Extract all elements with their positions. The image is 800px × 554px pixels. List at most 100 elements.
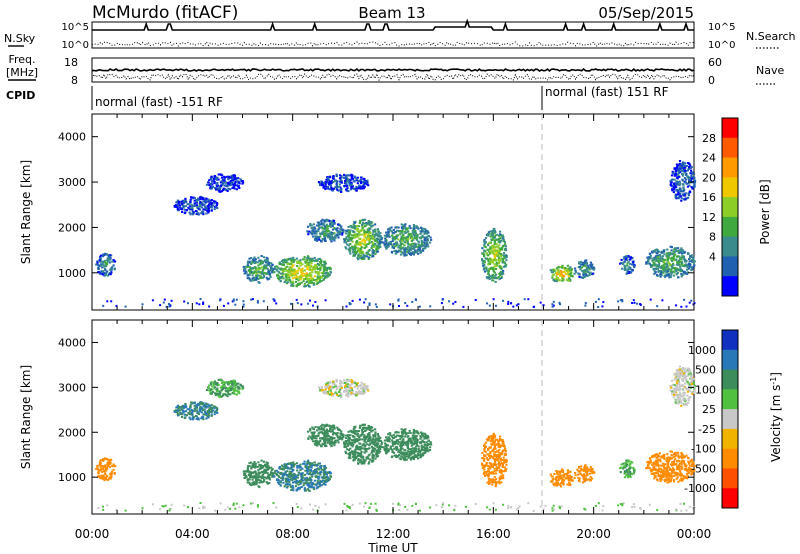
echo-cell [220,184,223,187]
echo-cell [404,247,407,249]
echo-cell [331,231,334,234]
echo-cell [293,276,296,279]
echo-cell [325,234,328,237]
echo-cell [311,277,314,280]
echo-cell [322,224,325,227]
echo-cell [346,184,349,187]
echo-cell [231,391,234,394]
echo-cell [355,384,358,387]
echo-cell [555,280,558,283]
echo-cell [108,459,111,462]
echo-cell [325,186,328,189]
echo-cell [397,238,400,241]
echo-cell [288,472,291,475]
echo-cell [658,270,661,272]
echo-cell [322,438,326,441]
echo-cell [487,271,490,274]
echo-cell [675,255,679,258]
echo-cell [690,266,693,269]
echo-cell [219,181,222,184]
echo-cell [489,258,492,261]
echo-cell [349,243,352,245]
echo-cell [343,379,346,382]
echo-cell [182,206,185,209]
colorbar-segment [722,118,738,139]
echo-cell [112,468,115,471]
echo-cell [306,472,309,475]
echo-cell [489,260,492,263]
echo-cell [580,266,583,269]
echo-cell [359,233,362,236]
echo-cell [319,182,322,185]
echo-cell [676,165,679,168]
echo-cell [417,252,420,255]
echo-cell [244,473,247,476]
echo-cell [498,244,501,247]
echo-cell [316,486,319,488]
echo-cell [674,253,677,256]
echo-cell [333,441,336,444]
echo-cell [323,219,326,222]
echo-cell [691,172,694,175]
echo-cell [677,191,680,194]
echo-cell [362,253,365,256]
echo-cell [191,414,194,417]
echo-cell [311,268,314,271]
echo-cell [627,265,630,268]
echo-cell [626,256,629,259]
echo-cell [325,386,328,389]
echo-cell [199,198,202,201]
echo-cell [297,279,300,282]
echo-cell [329,381,332,384]
echo-cell [400,240,403,243]
echo-cell [293,475,296,478]
echo-cell [294,478,297,481]
echo-cell [499,258,502,260]
echo-cell [197,417,200,420]
echo-cell [328,437,332,440]
echo-cell [378,238,381,241]
echo-cell [626,269,629,271]
echo-cell [584,273,587,276]
echo-cell [323,467,326,470]
echo-cell [586,267,589,270]
echo-cell [379,436,382,439]
echo-cell [194,210,198,212]
echo-cell [366,229,369,232]
echo-cell [663,253,666,256]
echo-cell [345,182,348,184]
echo-cell [671,262,675,265]
echo-cell [261,481,264,484]
echo-cell [280,263,283,266]
echo-cell [362,181,365,184]
echo-cell [626,271,629,274]
echo-cell [675,186,678,189]
echo-cell [668,276,671,279]
echo-cell [176,411,179,414]
nsky-tick-bottom: 10^0 [62,40,89,51]
echo-cell [559,266,562,268]
echo-cell [684,271,687,274]
echo-cell [362,238,365,241]
echo-cell [180,413,184,416]
echo-cell [309,269,313,272]
echo-cell [199,196,202,199]
echo-cell [366,255,369,258]
echo-cell [277,274,280,277]
echo-cell [416,249,419,252]
echo-cell [492,276,496,279]
echo-cell [252,261,255,264]
echo-cell [279,481,282,484]
echo-cell [660,270,663,273]
echo-cell [395,242,398,245]
echo-cell [351,240,354,243]
echo-cell [348,250,351,253]
echo-cell [203,205,206,208]
echo-cell [308,486,311,489]
echo-cell [215,407,219,410]
echo-cell [315,475,318,478]
echo-cell [405,254,408,257]
echo-cell [398,305,400,307]
echo-cell [349,231,352,234]
echo-cell [291,272,294,275]
